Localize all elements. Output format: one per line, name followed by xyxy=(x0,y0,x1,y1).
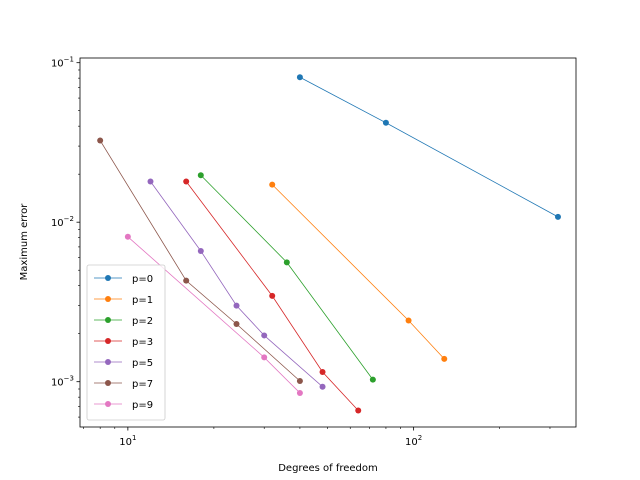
x-axis-label: Degrees of freedom xyxy=(278,463,378,474)
legend-label-p=1: p=1 xyxy=(132,295,153,306)
data-point-p=1 xyxy=(269,181,276,188)
plot-frame xyxy=(79,57,577,428)
data-point-p=5 xyxy=(233,302,240,309)
data-point-p=3 xyxy=(355,407,362,414)
data-point-p=7 xyxy=(183,277,190,284)
data-point-p=3 xyxy=(269,292,276,299)
data-point-p=7 xyxy=(296,378,303,385)
legend-marker-p=9 xyxy=(105,401,111,407)
data-point-p=9 xyxy=(124,233,131,240)
legend-marker-p=2 xyxy=(105,317,111,323)
data-point-p=5 xyxy=(197,247,204,254)
y-tick-label: 10−2 xyxy=(51,215,74,229)
data-point-p=2 xyxy=(369,376,376,383)
legend: p=0 p=1 p=2 p=3 p=5 p=7 p=9 xyxy=(86,264,166,421)
x-tick-label: 101 xyxy=(119,434,136,448)
data-point-p=0 xyxy=(296,74,303,81)
y-tick-label: 10−3 xyxy=(51,375,74,389)
series-line-p=3 xyxy=(185,181,359,411)
data-point-p=0 xyxy=(554,213,561,220)
legend-marker-p=7 xyxy=(105,380,111,386)
legend-label-p=7: p=7 xyxy=(132,379,153,390)
plot-marks xyxy=(97,74,561,414)
series-line-p=7 xyxy=(99,140,301,382)
data-point-p=1 xyxy=(405,317,412,324)
data-point-p=7 xyxy=(233,321,240,327)
data-point-p=0 xyxy=(382,119,389,126)
legend-label-p=9: p=9 xyxy=(132,400,153,411)
data-point-p=5 xyxy=(147,178,154,185)
axis-ticks: 101 102 10−3 10−2 10−1 xyxy=(51,56,551,448)
data-point-p=5 xyxy=(319,383,326,390)
data-point-p=5 xyxy=(261,332,268,339)
legend-label-p=5: p=5 xyxy=(132,358,153,369)
data-point-p=7 xyxy=(97,137,104,144)
legend-marker-p=5 xyxy=(105,359,111,365)
legend-label-p=0: p=0 xyxy=(132,274,153,285)
data-point-p=2 xyxy=(283,259,290,266)
data-point-p=3 xyxy=(183,178,190,185)
legend-marker-p=0 xyxy=(105,275,111,281)
legend-marker-p=3 xyxy=(105,338,111,344)
x-tick-label: 102 xyxy=(405,434,422,448)
y-axis-label: Maximum error xyxy=(19,203,30,281)
data-point-p=3 xyxy=(319,369,326,376)
legend-label-p=3: p=3 xyxy=(132,337,153,348)
data-point-p=2 xyxy=(197,172,204,179)
data-point-p=9 xyxy=(261,354,268,361)
legend-label-p=2: p=2 xyxy=(132,316,153,327)
data-point-p=9 xyxy=(296,389,303,396)
y-tick-label: 10−1 xyxy=(51,56,74,70)
data-point-p=1 xyxy=(441,355,448,362)
legend-marker-p=1 xyxy=(105,296,111,302)
legend-box xyxy=(86,264,166,421)
